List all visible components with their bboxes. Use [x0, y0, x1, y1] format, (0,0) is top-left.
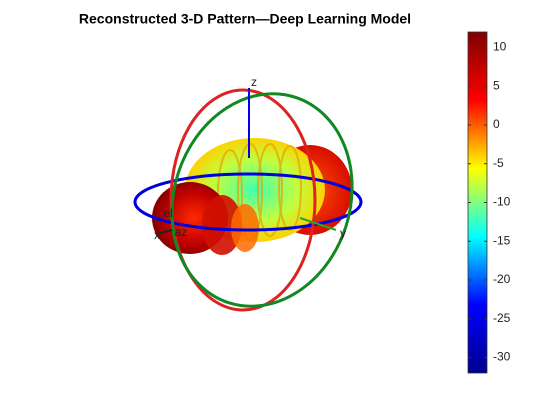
- colorbar-tick-label: -30: [493, 350, 511, 364]
- colorbar-tick-label: -20: [493, 272, 511, 286]
- axis-label: el: [163, 206, 172, 220]
- axis-label: y: [340, 226, 346, 240]
- axis-label: z: [251, 75, 257, 89]
- colorbar-tick-label: -15: [493, 233, 511, 247]
- axis-label: az: [175, 225, 188, 239]
- axis-label: x: [154, 228, 160, 242]
- colorbar-tick-label: -25: [493, 311, 511, 325]
- colorbar-tick-label: 10: [493, 40, 507, 54]
- colorbar-tick-label: 0: [493, 117, 500, 131]
- elevation-ring: [169, 88, 317, 312]
- pattern-surface: [152, 138, 352, 255]
- y-axis: [299, 217, 337, 231]
- chart-title: Reconstructed 3-D Pattern—Deep Learning …: [79, 11, 411, 27]
- azimuth-ring: [133, 172, 363, 232]
- elevation-ring: [170, 92, 354, 308]
- colorbar-tick-label: -10: [493, 195, 511, 209]
- colorbar-tick-label: 5: [493, 78, 500, 92]
- colorbar-tick-label: -5: [493, 156, 504, 170]
- x-axis: [159, 229, 173, 234]
